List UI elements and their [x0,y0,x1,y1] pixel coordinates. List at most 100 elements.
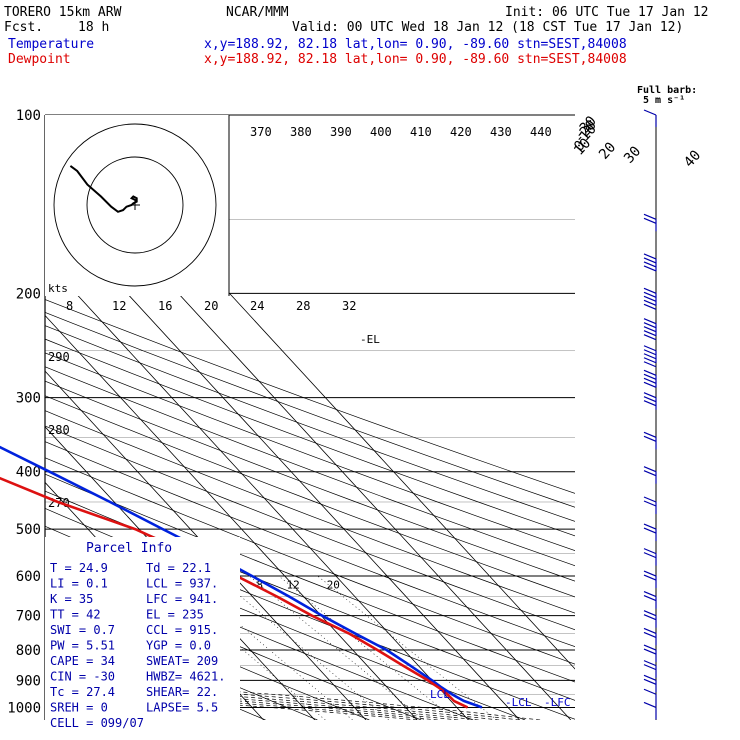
wind-barb [643,523,657,542]
wind-barb [643,674,657,693]
lfc-marker: -LFC [544,696,571,709]
theta-label: 380 [290,125,312,139]
hodograph-ring-label: 24 [250,299,264,313]
isobar-label: 400 [16,465,41,481]
dry-adiabat [45,441,575,648]
parcel-info-left: K = 35 [50,592,93,606]
parcel-info-right: SWEAT= 209 [146,654,218,668]
hodograph-ring-label: 16 [158,299,172,313]
parcel-info-left: CIN = -30 [50,670,115,684]
hodograph-ring-label: 32 [342,299,356,313]
wind-barb [643,644,657,663]
hodograph-ring [53,123,217,287]
isotherm-label: 30 [621,143,644,166]
parcel-info-right: LCL = 937. [146,577,218,591]
wind-barb [643,688,657,707]
hodograph-track [69,165,138,213]
lcl-marker: -LCL [505,696,532,709]
barb-legend-value: 5 m s⁻¹ [643,95,685,106]
isotherm-label: 40 [681,147,704,170]
temperature-legend: Temperature [8,37,94,52]
temperature-location: x,y=188.92, 82.18 lat,lon= 0.90, -89.60 … [204,37,627,52]
dry-adiabat [45,473,575,683]
wind-barb [643,570,657,589]
mixing-ratio-label: 20 [327,578,340,591]
parcel-info-right: LAPSE= 5.5 [146,701,218,715]
isobar-label: 500 [16,522,41,538]
dry-adiabat [45,338,575,537]
parcel-info-left: PW = 5.51 [50,639,115,653]
isobar-label: 300 [16,391,41,407]
dewpoint-legend: Dewpoint [8,52,71,67]
theta-label: 370 [250,125,272,139]
fcst-label: Fcst. [4,20,43,35]
dry-adiabat [45,299,575,494]
wind-barb [643,627,657,646]
parcel-info-left: CELL = 099/07 [50,716,144,730]
parcel-info-title: Parcel Info [86,541,172,556]
isobar-label: 600 [16,569,41,585]
mixing-ratio-line [182,575,353,720]
hodograph-ring-label: 28 [296,299,310,313]
el-marker: -EL [360,333,380,346]
wind-barb [643,109,657,127]
hodograph-units: kts [48,282,68,295]
theta-label: 290 [48,350,70,364]
model-title: TORERO 15km ARW [4,5,122,20]
dry-adiabat [45,312,575,508]
theta-label: 430 [490,125,512,139]
parcel-info-left: T = 24.9 [50,561,108,575]
wind-barb [643,496,657,514]
theta-label: 280 [48,423,70,437]
isobar-label: 100 [16,108,41,124]
parcel-info-right: SHEAR= 22. [146,685,218,699]
parcel-info-right: CCL = 915. [146,623,218,637]
theta-label: 440 [530,125,552,139]
parcel-info-right: HWBZ= 4621. [146,670,225,684]
wind-barb [643,431,657,450]
parcel-info-left: SWI = 0.7 [50,623,115,637]
parcel-info-left: SREH = 0 [50,701,108,715]
isotherm-line [45,259,469,720]
wind-barb [643,369,657,388]
parcel-info-right: YGP = 0.0 [146,639,211,653]
wind-barbs [643,109,657,720]
wind-barb [643,610,657,628]
parcel-info-left: TT = 42 [50,608,101,622]
barb-legend-title: Full barb: [637,85,697,96]
center-name: NCAR/MMM [226,5,289,20]
dewpoint-location: x,y=188.92, 82.18 lat,lon= 0.90, -89.60 … [204,52,627,67]
isotherm-line [45,370,367,720]
parcel-info-left: Tc = 27.4 [50,685,115,699]
isobar-label: 700 [16,609,41,625]
mixing-ratio-label: 12 [287,578,300,591]
parcel-info-panel: Parcel Info T = 24.9 Td = 22.1 LI = 0.1 LCL… [45,537,240,730]
skewt-grid: 100200300400500600700800900100023581220-… [0,108,704,720]
lcl-left-marker: LCL [430,688,450,701]
wind-barb [643,392,657,410]
isotherm-label: 20 [596,139,619,162]
wind-barb [643,345,657,368]
dry-adiabat [45,325,575,522]
hodograph-ring [86,156,184,254]
dry-adiabat [45,457,575,665]
wind-barb [643,213,657,232]
isotherm-line [45,314,418,720]
parcel-info-left: CAPE = 34 [50,654,115,668]
wind-barb [643,466,657,484]
dry-adiabat [45,352,575,551]
dry-adiabat [45,395,575,598]
wind-barb [643,318,657,341]
theta-label: 420 [450,125,472,139]
isotherm-line [0,115,8,720]
wind-barb [643,548,657,566]
mixing-ratio-label: 8 [256,578,263,591]
hodograph: kts [45,115,230,296]
init-time: Init: 06 UTC Tue 17 Jan 12 [505,5,709,20]
parcel-info-right: EL = 235 [146,608,204,622]
wind-barb [643,701,657,720]
dry-adiabat [45,582,370,720]
isobar-label: 1000 [7,700,41,716]
dry-adiabat [45,425,575,631]
